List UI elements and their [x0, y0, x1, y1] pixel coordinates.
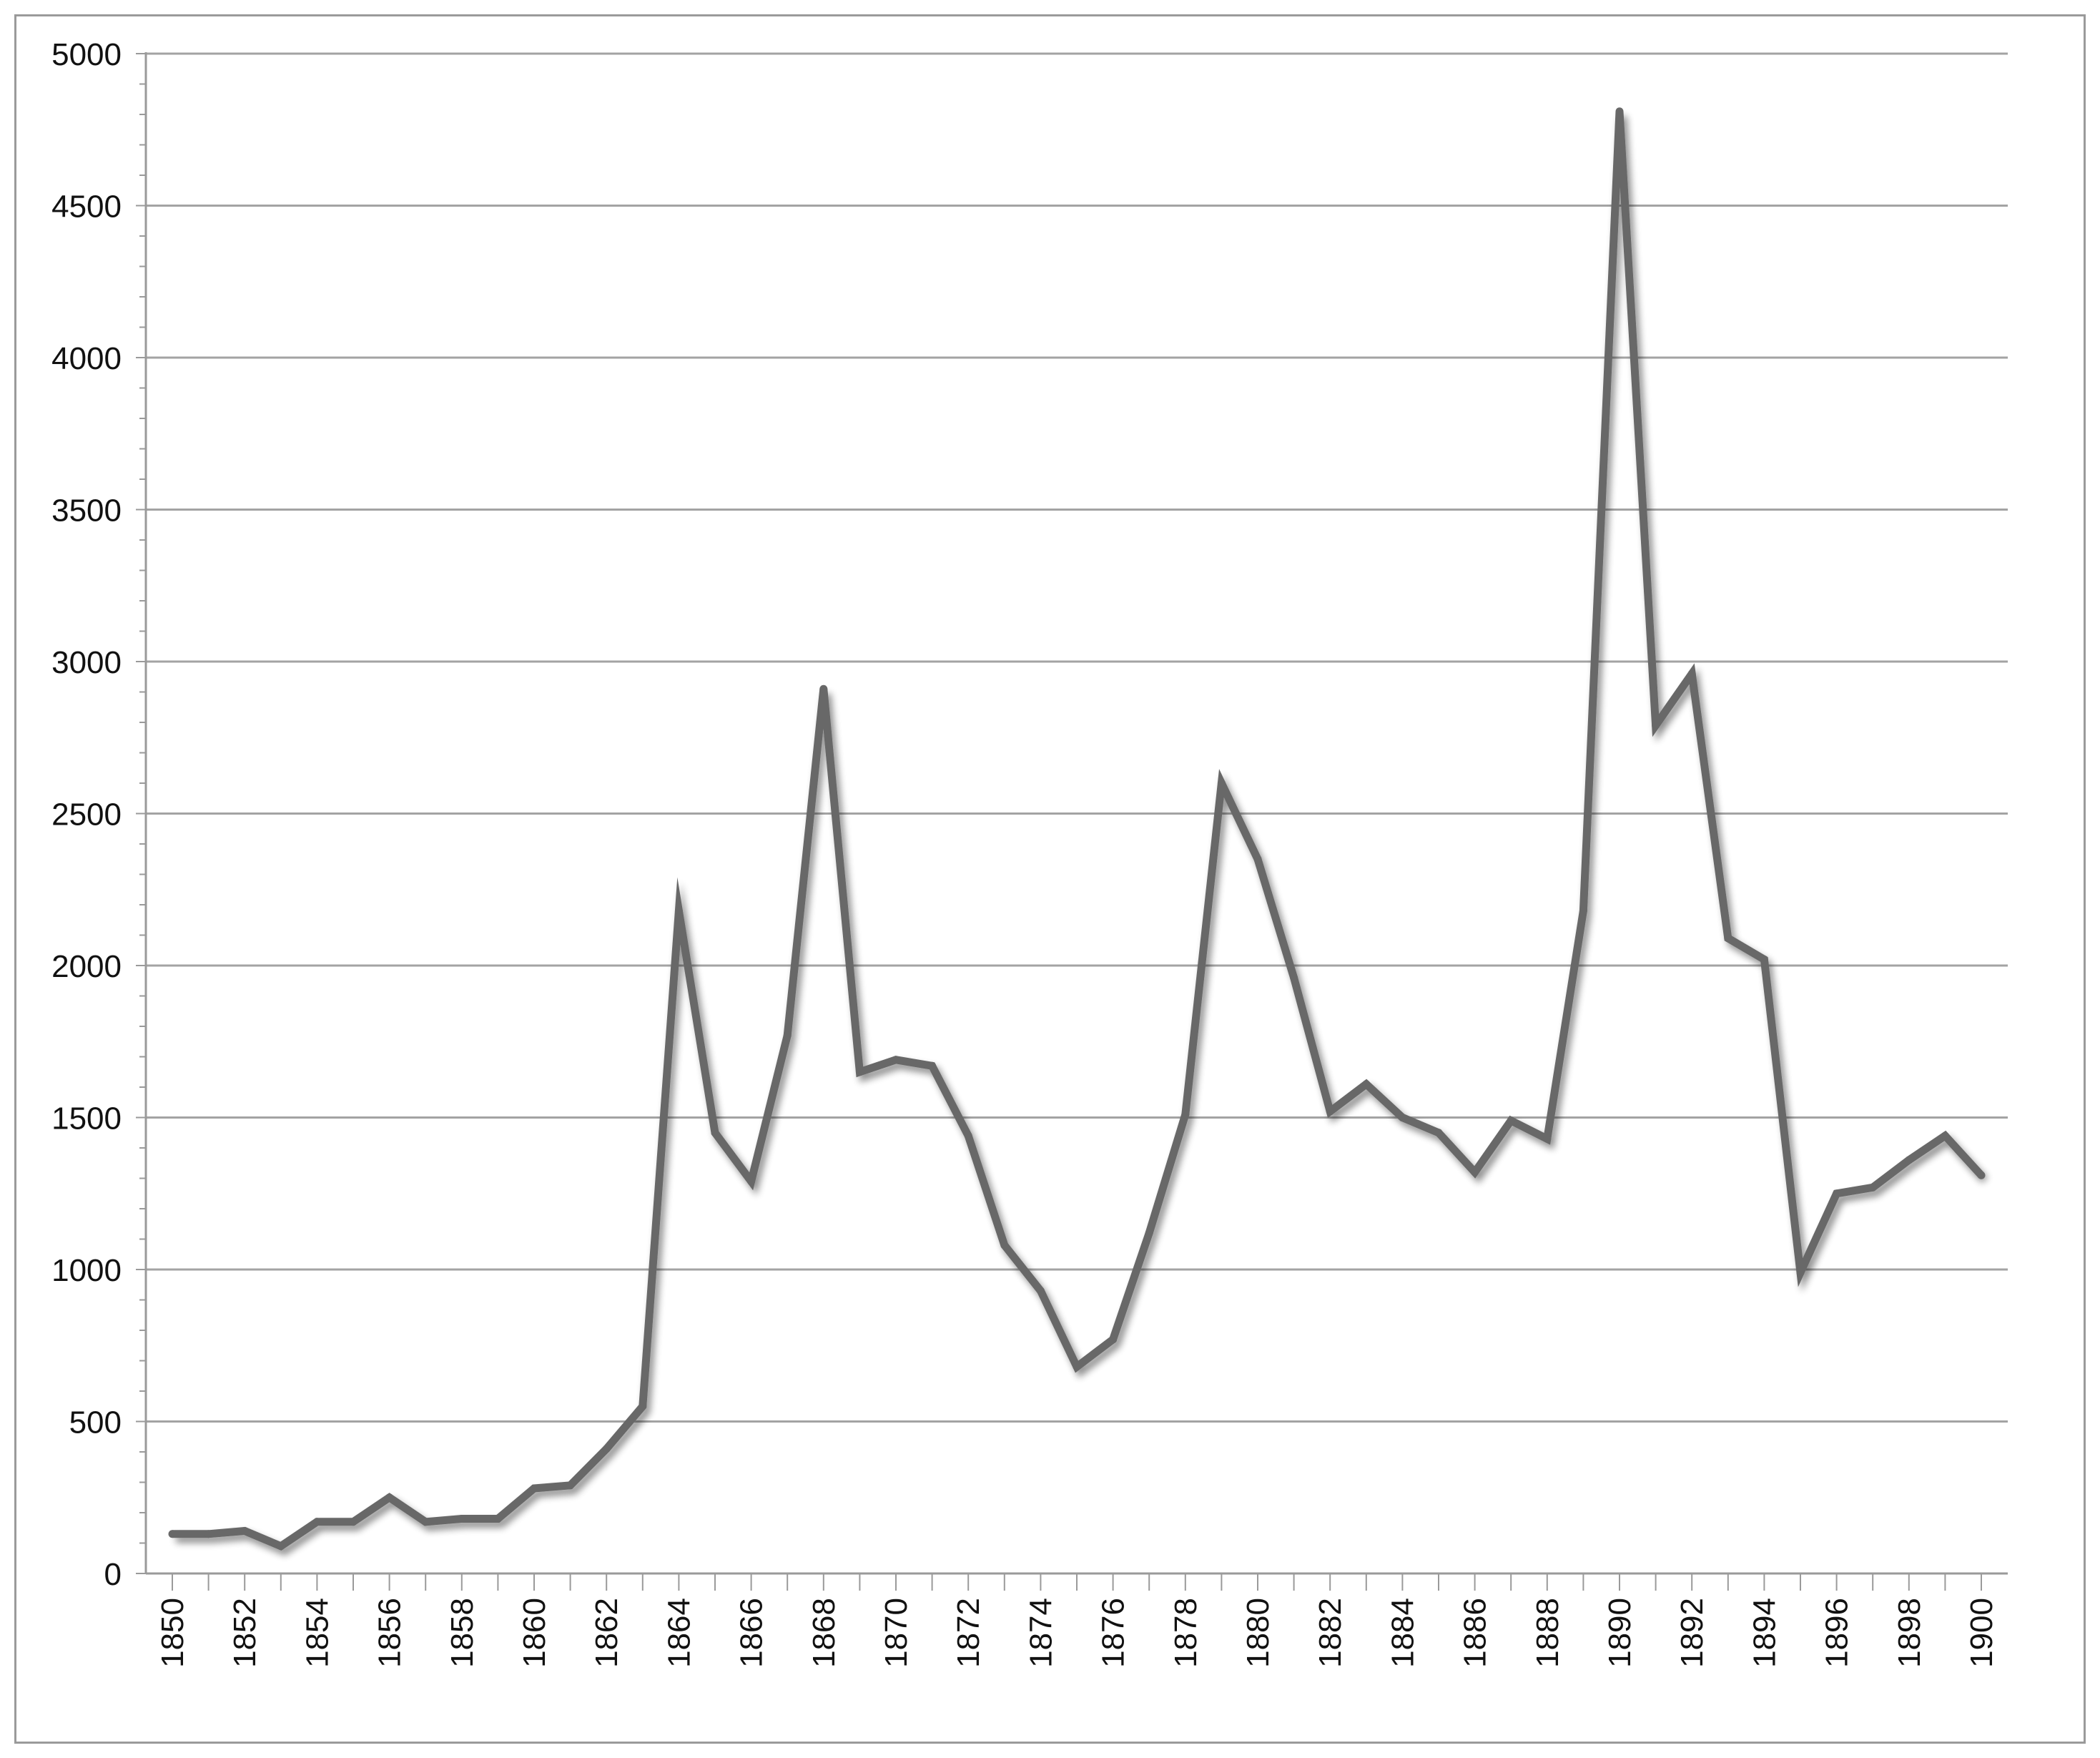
- data-point-1884: [1398, 1114, 1406, 1121]
- x-tick-label-1898: 1898: [1892, 1598, 1927, 1668]
- gridlines: [146, 52, 2008, 1423]
- data-point-1858: [458, 1515, 466, 1523]
- x-tick-label-1854: 1854: [300, 1598, 335, 1668]
- y-tick-label-3500: 3500: [51, 493, 122, 529]
- x-tick-label-1886: 1886: [1458, 1598, 1493, 1668]
- data-point-1850: [168, 1530, 177, 1538]
- data-point-1893: [1724, 934, 1732, 943]
- data-point-1896: [1833, 1189, 1841, 1198]
- series-line-0: [172, 111, 1985, 1551]
- y-tick-label-1000: 1000: [51, 1253, 122, 1288]
- x-tick-label-1862: 1862: [589, 1598, 624, 1668]
- data-point-1899: [1941, 1131, 1949, 1140]
- data-point-1869: [855, 1068, 864, 1076]
- data-point-1891: [1652, 721, 1660, 730]
- data-point-1895: [1796, 1268, 1805, 1277]
- data-point-1900: [1977, 1171, 1986, 1179]
- data-point-1856: [385, 1493, 394, 1502]
- data-point-1870: [892, 1056, 900, 1064]
- x-tick-label-1868: 1868: [807, 1598, 842, 1668]
- y-tick-label-500: 500: [69, 1405, 122, 1440]
- line-chart: 0 500 1000 1500 2000 2500 3000 3500 4000 4500 5000…: [51, 37, 2008, 1668]
- y-tick-label-5000: 5000: [51, 37, 122, 72]
- x-tick-label-1882: 1882: [1313, 1598, 1348, 1668]
- data-point-1873: [1000, 1241, 1009, 1249]
- data-point-1874: [1036, 1287, 1045, 1295]
- data-point-1867: [783, 1031, 792, 1040]
- x-tick-label-1858: 1858: [445, 1598, 480, 1668]
- data-point-1897: [1868, 1183, 1877, 1192]
- data-point-1894: [1760, 956, 1768, 963]
- x-tick-label-1874: 1874: [1023, 1598, 1058, 1668]
- x-tick-label-1872: 1872: [951, 1598, 986, 1668]
- x-tick-label-1852: 1852: [227, 1598, 262, 1668]
- y-axis-tick-labels: 0 500 1000 1500 2000 2500 3000 3500 4000 4500 5000: [51, 37, 122, 1592]
- x-tick-label-1884: 1884: [1385, 1598, 1420, 1668]
- axes: [136, 52, 2008, 1591]
- data-point-1866: [747, 1177, 756, 1186]
- data-point-1879: [1217, 779, 1226, 787]
- data-point-1855: [349, 1518, 358, 1526]
- x-tick-label-1870: 1870: [879, 1598, 914, 1668]
- data-point-1862: [602, 1445, 611, 1453]
- data-point-1892: [1687, 669, 1696, 678]
- data-point-1875: [1073, 1362, 1081, 1371]
- data-point-1880: [1253, 855, 1262, 863]
- data-point-1878: [1181, 1110, 1190, 1119]
- x-tick-label-1878: 1878: [1168, 1598, 1203, 1668]
- y-tick-label-1500: 1500: [51, 1101, 122, 1136]
- data-point-1886: [1471, 1168, 1479, 1177]
- x-axis-tick-labels: 1850 1852 1854 1856 1858 1860 1862 1864 1866 1868…: [155, 1598, 1999, 1668]
- data-point-1871: [928, 1061, 937, 1070]
- data-point-1885: [1434, 1129, 1443, 1137]
- y-tick-label-4500: 4500: [51, 190, 122, 225]
- data-point-1877: [1145, 1229, 1153, 1237]
- data-point-1865: [711, 1129, 719, 1137]
- data-point-1881: [1290, 973, 1298, 982]
- x-tick-label-1880: 1880: [1241, 1598, 1276, 1668]
- y-tick-label-3000: 3000: [51, 645, 122, 680]
- y-tick-label-2000: 2000: [51, 949, 122, 984]
- data-point-1861: [566, 1481, 575, 1490]
- x-tick-label-1888: 1888: [1530, 1598, 1565, 1668]
- x-tick-label-1866: 1866: [734, 1598, 769, 1668]
- x-tick-label-1856: 1856: [373, 1598, 408, 1668]
- data-point-1852: [240, 1527, 249, 1535]
- data-point-1883: [1362, 1080, 1371, 1089]
- data-point-1851: [204, 1530, 213, 1538]
- data-point-1898: [1905, 1156, 1913, 1164]
- data-point-1857: [421, 1518, 430, 1526]
- data-point-1854: [312, 1518, 321, 1526]
- data-point-1853: [277, 1542, 285, 1551]
- x-tick-label-1894: 1894: [1747, 1598, 1782, 1668]
- data-point-1876: [1109, 1335, 1118, 1344]
- data-point-1887: [1507, 1116, 1515, 1125]
- y-tick-label-4000: 4000: [51, 341, 122, 376]
- data-point-1868: [819, 684, 828, 693]
- data-point-1860: [530, 1484, 538, 1493]
- x-tick-label-1900: 1900: [1964, 1598, 1999, 1668]
- data-point-1889: [1579, 907, 1587, 915]
- chart-frame: 0 500 1000 1500 2000 2500 3000 3500 4000 4500 5000…: [14, 14, 2086, 1744]
- y-tick-label-0: 0: [104, 1557, 122, 1592]
- data-point-1863: [639, 1402, 647, 1410]
- data-point-1864: [674, 907, 683, 915]
- data-point-1888: [1543, 1134, 1552, 1143]
- data-point-1882: [1326, 1107, 1334, 1116]
- y-tick-label-2500: 2500: [51, 797, 122, 833]
- data-point-1859: [493, 1515, 502, 1523]
- x-tick-label-1860: 1860: [517, 1598, 552, 1668]
- series-layer: [168, 107, 1986, 1551]
- data-point-1872: [964, 1131, 972, 1140]
- x-tick-label-1876: 1876: [1096, 1598, 1131, 1668]
- data-point-1890: [1615, 107, 1624, 116]
- x-tick-label-1850: 1850: [155, 1598, 190, 1668]
- x-tick-label-1896: 1896: [1820, 1598, 1855, 1668]
- x-tick-label-1890: 1890: [1602, 1598, 1637, 1668]
- x-tick-label-1892: 1892: [1675, 1598, 1710, 1668]
- x-tick-label-1864: 1864: [661, 1598, 696, 1668]
